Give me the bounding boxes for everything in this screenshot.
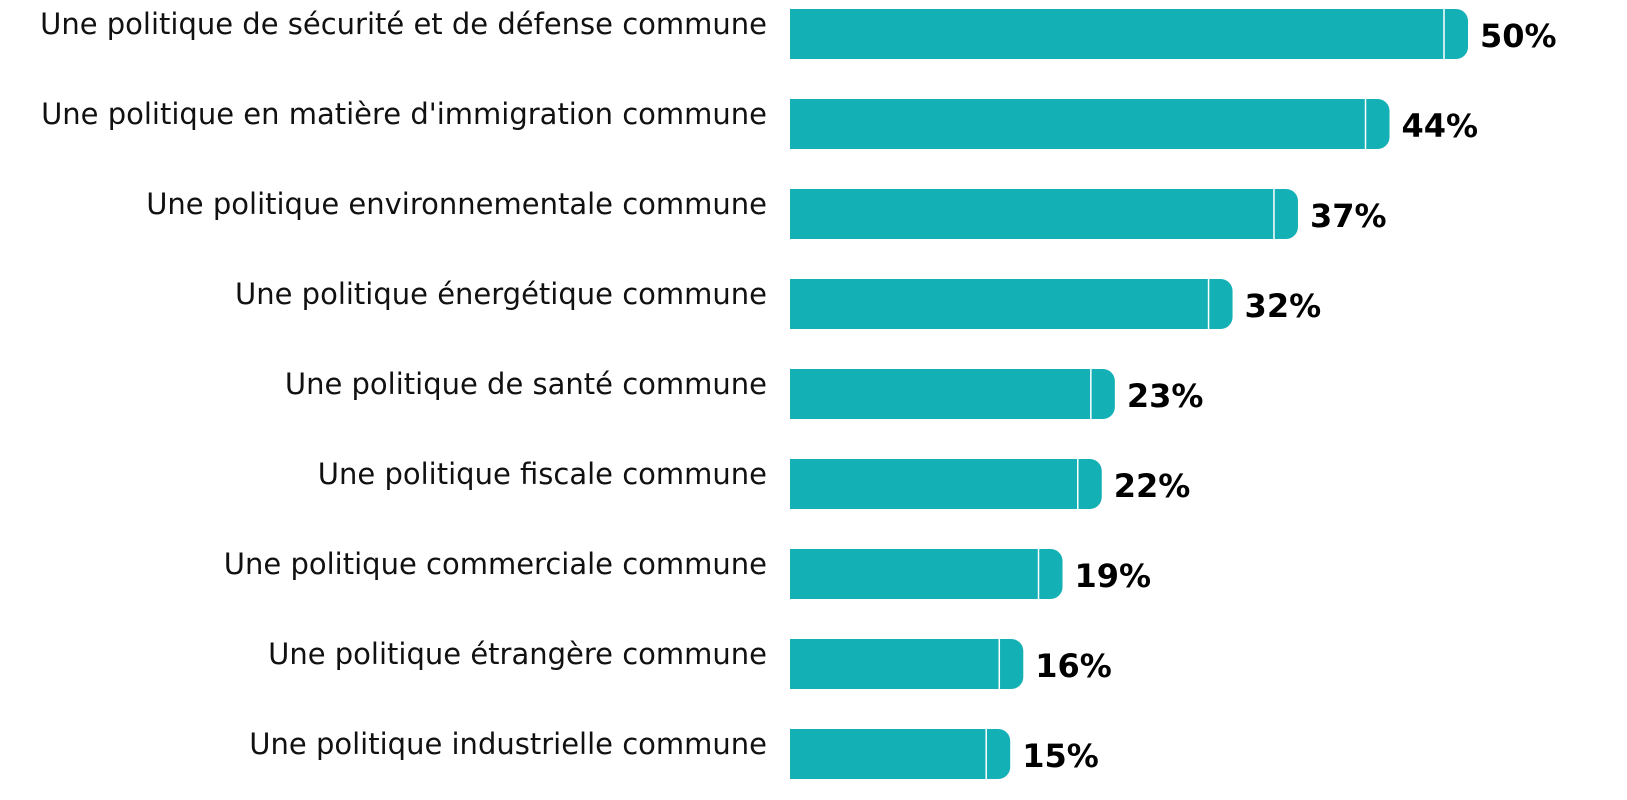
bar: [790, 459, 1102, 509]
value-label: 32%: [1245, 287, 1322, 325]
value-label: 19%: [1075, 557, 1152, 595]
bar: [790, 549, 1063, 599]
category-label: Une politique étrangère commune: [268, 637, 767, 671]
value-label: 37%: [1310, 197, 1387, 235]
category-label: Une politique commerciale commune: [224, 547, 767, 581]
bar: [790, 189, 1298, 239]
value-label: 50%: [1480, 17, 1557, 55]
category-label: Une politique de santé commune: [285, 367, 767, 401]
category-label: Une politique énergétique commune: [235, 277, 767, 311]
value-label: 44%: [1402, 107, 1479, 145]
bar: [790, 729, 1011, 779]
bar-body: [790, 189, 1298, 239]
category-label: Une politique industrielle commune: [249, 727, 767, 761]
bar: [790, 99, 1390, 149]
category-label: Une politique de sécurité et de défense …: [40, 7, 767, 41]
bar: [790, 369, 1115, 419]
bar: [790, 639, 1024, 689]
category-label: Une politique environnementale commune: [146, 187, 767, 221]
bar-body: [790, 729, 1011, 779]
value-label: 23%: [1127, 377, 1204, 415]
bar: [790, 9, 1468, 59]
category-label: Une politique en matière d'immigration c…: [41, 97, 767, 131]
bar-body: [790, 369, 1115, 419]
bar-body: [790, 9, 1468, 59]
category-label: Une politique fiscale commune: [318, 457, 767, 491]
bar-body: [790, 99, 1390, 149]
bar-body: [790, 639, 1024, 689]
value-label: 22%: [1114, 467, 1191, 505]
value-label: 15%: [1022, 737, 1099, 775]
bar-body: [790, 459, 1102, 509]
bar-body: [790, 549, 1063, 599]
value-label: 16%: [1035, 647, 1112, 685]
bar-body: [790, 279, 1233, 329]
bar: [790, 279, 1233, 329]
